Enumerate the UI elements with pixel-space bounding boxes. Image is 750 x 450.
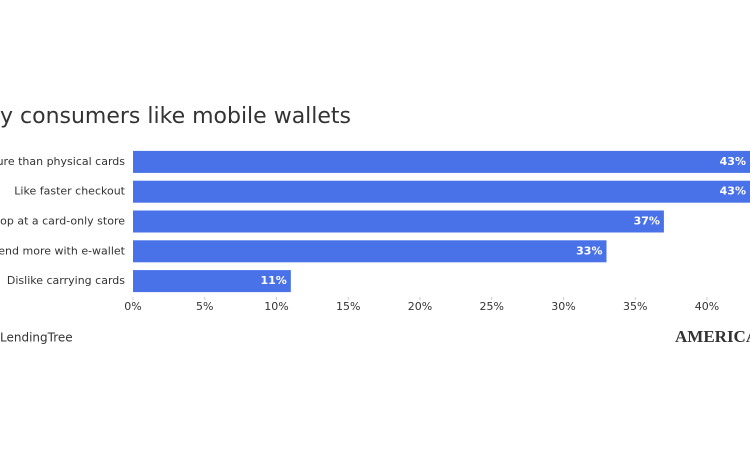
x-tick-label: 0% (124, 300, 141, 313)
x-tick-label: 30% (551, 300, 575, 313)
category-label: ecure than physical cards (0, 155, 125, 168)
x-tick-label: 15% (336, 300, 360, 313)
chart-title: y consumers like mobile wallets (0, 104, 351, 129)
value-label: 11% (260, 274, 286, 287)
bar (133, 180, 750, 203)
bar (133, 150, 750, 173)
value-label: 33% (576, 244, 602, 257)
category-label: pend more with e-wallet (0, 244, 126, 257)
bar (133, 240, 607, 263)
value-label: 43% (720, 155, 746, 168)
x-tick-label: 10% (264, 300, 288, 313)
x-tick-label: 20% (408, 300, 432, 313)
logo: AMERICAN B (675, 327, 750, 346)
category-label: Dislike carrying cards (7, 274, 125, 287)
x-tick-label: 35% (623, 300, 647, 313)
source: LendingTree (0, 331, 73, 345)
x-tick-label: 40% (695, 300, 719, 313)
category-label: Like faster checkout (14, 185, 125, 198)
bar (133, 270, 291, 293)
value-label: 37% (634, 215, 660, 228)
bar (133, 210, 664, 233)
x-tick-label: 5% (196, 300, 213, 313)
x-tick-label: 25% (479, 300, 503, 313)
value-label: 43% (720, 185, 746, 198)
category-label: shop at a card-only store (0, 215, 125, 228)
